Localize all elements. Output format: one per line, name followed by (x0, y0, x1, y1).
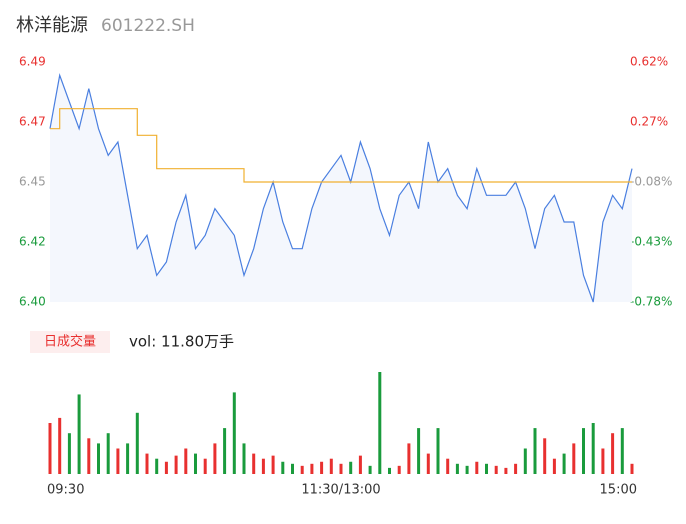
volume-bar (446, 458, 450, 474)
volume-bar (582, 428, 585, 474)
volume-bar (97, 443, 100, 474)
volume-bar (475, 461, 479, 474)
volume-bar (242, 443, 246, 474)
volume-bar (261, 458, 265, 474)
volume-bar (562, 453, 566, 474)
volume-bar (203, 458, 207, 474)
volume-bar (339, 463, 343, 474)
y-tick-label: 6.45 (19, 175, 46, 189)
volume-bar (184, 448, 188, 474)
x-tick-label: 09:30 (47, 483, 84, 498)
volume-bar (504, 467, 508, 474)
volume-bar (378, 372, 382, 474)
volume-bar (145, 453, 149, 474)
volume-bar (87, 438, 91, 474)
volume-bar (514, 463, 518, 474)
volume-bar (48, 423, 52, 474)
price-area (50, 75, 632, 302)
volume-bar (494, 465, 498, 474)
volume-bar (223, 428, 227, 474)
volume-bar (174, 455, 178, 474)
y2-tick-label: 0.62% (630, 55, 668, 69)
volume-bar (620, 428, 624, 474)
volume-bar (533, 428, 537, 474)
volume-bar (320, 461, 324, 474)
volume-bar (164, 461, 168, 474)
x-tick-label: 15:00 (600, 483, 637, 498)
volume-text: vol: 11.80万手 (129, 333, 234, 351)
volume-bar (252, 453, 256, 474)
volume-bar (300, 465, 304, 474)
y2-tick-label: 0.27% (630, 115, 668, 129)
volume-bar (572, 443, 576, 474)
volume-bar (591, 423, 595, 474)
volume-bar (601, 448, 605, 474)
volume-bar (552, 458, 556, 474)
volume-bar (232, 392, 236, 474)
volume-tag: 日成交量 (44, 334, 96, 350)
volume-bar (368, 465, 372, 474)
volume-bar (67, 433, 71, 474)
x-tick-label: 11:30/13:00 (301, 483, 380, 498)
y-tick-label: 6.40 (19, 295, 46, 309)
volume-tag-bg (30, 331, 110, 353)
price-line (49, 73, 633, 303)
volume-bar (310, 463, 314, 474)
y-tick-label: 6.49 (19, 55, 46, 69)
average-line (50, 108, 632, 183)
volume-bar (281, 461, 285, 474)
stock-code: 601222.SH (101, 16, 195, 36)
volume-bar (485, 463, 488, 474)
y-tick-label: 6.47 (19, 115, 46, 129)
volume-bar (523, 448, 527, 474)
volume-bar (58, 417, 62, 474)
volume-bar (329, 458, 333, 474)
volume-bar (630, 463, 634, 474)
volume-bar (291, 463, 294, 474)
volume-bar (194, 453, 197, 474)
volume-bar (155, 458, 159, 474)
volume-bar (213, 443, 217, 474)
volume-bar (135, 412, 139, 474)
y2-tick-label: -0.43% (630, 235, 672, 249)
volume-bar (388, 467, 391, 474)
volume-bar (407, 443, 411, 474)
y2-tick-label: -0.78% (630, 295, 672, 309)
volume-bar (116, 448, 120, 474)
volume-bar (77, 394, 81, 474)
y-tick-label: 6.42 (19, 235, 46, 249)
volume-bar (465, 465, 469, 474)
volume-bar (543, 438, 547, 474)
volume-bar (455, 463, 459, 474)
volume-bar (358, 455, 362, 474)
volume-bar (426, 453, 430, 474)
volume-bar (349, 461, 353, 474)
y2-tick-label: -0.08% (630, 175, 672, 189)
volume-bar (611, 433, 615, 474)
volume-bar (397, 465, 401, 474)
chart-title: 林洋能源 (16, 15, 88, 36)
volume-bar (417, 428, 421, 474)
volume-bar (106, 433, 110, 474)
volume-bar (436, 428, 440, 474)
volume-bar (271, 455, 275, 474)
volume-bar (126, 443, 130, 474)
